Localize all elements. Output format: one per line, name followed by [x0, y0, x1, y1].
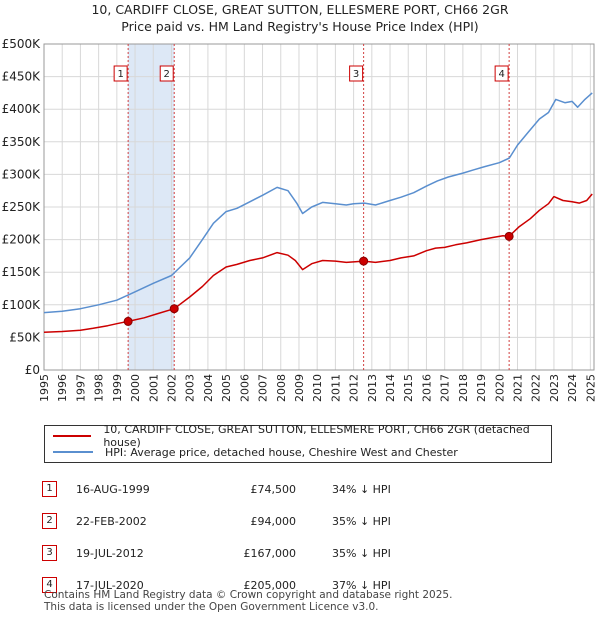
footer-copyright: Contains HM Land Registry data © Crown c…: [44, 589, 453, 601]
legend-label-hpi: HPI: Average price, detached house, Ches…: [105, 445, 458, 459]
x-tick-label: 2006: [238, 374, 251, 402]
x-tick-label: 2007: [257, 374, 270, 402]
x-tick-label: 2018: [457, 374, 470, 402]
sale-label-box: [494, 65, 509, 82]
legend-swatch-hpi: [53, 451, 93, 453]
sale-label-box: [113, 65, 128, 82]
x-tick-label: 2014: [384, 374, 397, 402]
y-tick-label: £0: [25, 363, 40, 377]
sale-number-badge: 1: [42, 481, 57, 497]
transactions-table: 1 16-AUG-1999 £74,500 34% ↓ HPI 2 22-FEB…: [42, 473, 452, 601]
sale-date: 19-JUL-2012: [76, 546, 144, 560]
x-tick-label: 2017: [439, 374, 452, 402]
sale-label-number: 1: [117, 69, 123, 80]
plot-frame: [43, 43, 595, 371]
legend-swatch-property: [53, 435, 92, 437]
price-chart: £0 £50K £100K £150K £200K £250K £300K £350K £400…: [2, 37, 598, 402]
x-tick-label: 2009: [293, 374, 306, 402]
y-tick-label: £250K: [2, 200, 42, 214]
x-tick-label: 2004: [202, 374, 215, 402]
sale-number-badge: 2: [42, 513, 57, 529]
legend-label-property: 10, CARDIFF CLOSE, GREAT SUTTON, ELLESME…: [103, 423, 530, 449]
table-row: 1 16-AUG-1999 £74,500 34% ↓ HPI: [42, 473, 452, 505]
sale-price: £94,000: [250, 514, 297, 528]
hpi-line: [43, 92, 593, 314]
sale-point: [169, 304, 179, 314]
sale-number-badge: 3: [42, 545, 57, 561]
x-tick-label: 2000: [129, 374, 142, 402]
x-tick-label: 2001: [147, 374, 160, 402]
sale-price: £205,000: [243, 578, 297, 592]
x-tick-label: 2016: [420, 374, 433, 402]
x-tick-label: 2015: [402, 374, 415, 402]
chart-subtitle: Price paid vs. HM Land Registry's House …: [121, 19, 479, 34]
x-tick-label: 2025: [584, 374, 597, 402]
table-row: 3 19-JUL-2012 £167,000 35% ↓ HPI: [42, 537, 452, 569]
sale-price: £167,000: [243, 546, 297, 560]
x-tick-label: 2021: [512, 374, 525, 402]
sale-hpi-diff: 37% ↓ HPI: [332, 578, 391, 592]
legend-item-property: 10, CARDIFF CLOSE, GREAT SUTTON, ELLESME…: [53, 423, 551, 449]
x-tick-label: 1995: [38, 374, 51, 402]
sale-hpi-diff: 35% ↓ HPI: [332, 546, 391, 560]
sale-label-number: 3: [353, 69, 359, 80]
x-tick-label: 1998: [93, 374, 106, 402]
footer-licence: This data is licensed under the Open Gov…: [44, 601, 379, 613]
sale-point: [504, 231, 514, 241]
footer: Contains HM Land Registry data © Crown c…: [44, 589, 452, 613]
sale-label-box: [349, 65, 364, 82]
x-tick-label: 2022: [530, 374, 543, 402]
sale-date: 16-AUG-1999: [76, 482, 150, 496]
y-tick-label: £100K: [2, 298, 42, 312]
y-tick-label: £150K: [2, 265, 42, 279]
sale-number-badge: 4: [42, 577, 57, 593]
sale-label-box: [159, 65, 174, 82]
y-tick-label: £350K: [2, 135, 42, 149]
x-tick-label: 1996: [56, 374, 69, 402]
sale-date: 22-FEB-2002: [76, 514, 147, 528]
x-tick-label: 2020: [493, 374, 506, 402]
table-row: 2 22-FEB-2002 £94,000 35% ↓ HPI: [42, 505, 452, 537]
x-tick-label: 2005: [220, 374, 233, 402]
x-tick-label: 1997: [74, 374, 87, 402]
x-tick-label: 2011: [329, 374, 342, 402]
sale-label-number: 4: [498, 69, 504, 80]
chart-title: 10, CARDIFF CLOSE, GREAT SUTTON, ELLESME…: [91, 2, 509, 17]
x-tick-label: 2023: [548, 374, 561, 402]
x-tick-label: 2013: [366, 374, 379, 402]
sale-point: [359, 256, 369, 266]
y-tick-label: £200K: [2, 233, 42, 247]
x-tick-label: 2008: [275, 374, 288, 402]
chart-legend: 10, CARDIFF CLOSE, GREAT SUTTON, ELLESME…: [44, 423, 552, 463]
sale-price: £74,500: [250, 482, 297, 496]
x-tick-label: 2003: [184, 374, 197, 402]
legend-item-hpi: HPI: Average price, detached house, Ches…: [53, 444, 458, 460]
x-tick-label: 2002: [165, 374, 178, 402]
sale-hpi-diff: 34% ↓ HPI: [332, 482, 391, 496]
sale-point: [123, 316, 133, 326]
x-tick-label: 2010: [311, 374, 324, 402]
property-price-line: [43, 193, 593, 333]
x-tick-label: 2019: [475, 374, 488, 402]
sale-hpi-diff: 35% ↓ HPI: [332, 514, 391, 528]
y-tick-label: £400K: [2, 102, 42, 116]
sale-date: 17-JUL-2020: [76, 578, 144, 592]
y-tick-label: £500K: [2, 37, 42, 51]
x-tick-label: 2024: [566, 374, 579, 402]
y-tick-label: £50K: [9, 330, 41, 344]
y-tick-label: £450K: [2, 70, 42, 84]
sale-label-number: 2: [164, 69, 170, 80]
table-row: 4 17-JUL-2020 £205,000 37% ↓ HPI: [42, 569, 452, 601]
x-tick-label: 2012: [348, 374, 361, 402]
y-tick-label: £300K: [2, 167, 42, 181]
x-tick-label: 1999: [111, 374, 124, 402]
